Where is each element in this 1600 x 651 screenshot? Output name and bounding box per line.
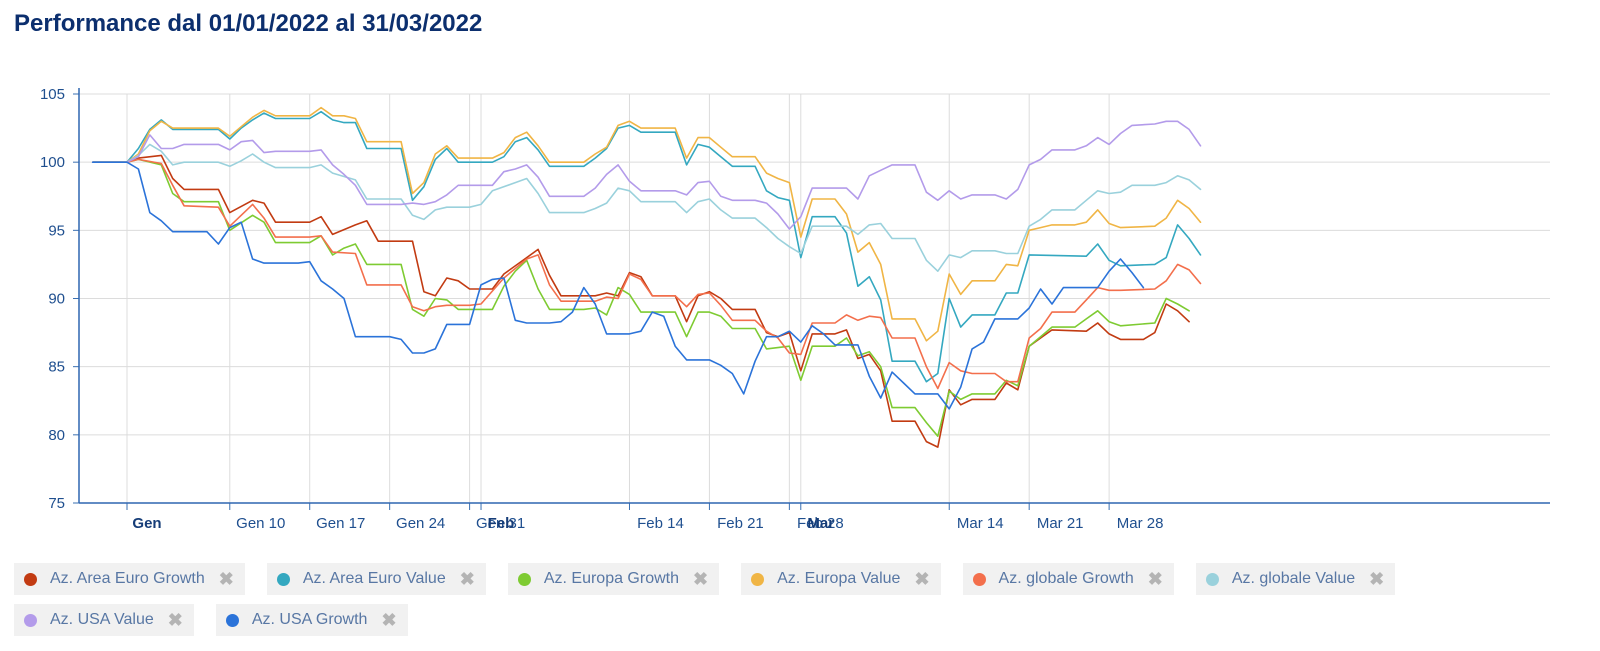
series-line-az-area-euro-value [91, 110, 1202, 383]
remove-series-icon[interactable]: ✖ [1147, 569, 1163, 589]
page-title: Performance dal 01/01/2022 al 31/03/2022 [14, 10, 483, 37]
x-tick-label: Gen 10 [236, 515, 285, 532]
remove-series-icon[interactable]: ✖ [218, 569, 234, 589]
series-line-az-europa-value [91, 106, 1202, 342]
label-layer: 75 80 85 90 95 100 105 Gen Gen 10 Gen 17 Gen 24 Gen… [40, 86, 1163, 532]
y-tick-label: 100 [40, 154, 65, 171]
legend-color-dot [24, 572, 37, 586]
x-tick-label: Gen [132, 515, 161, 532]
legend-color-dot [225, 613, 239, 627]
legend-label: Az. globale Value [1231, 570, 1356, 587]
legend-label: Az. Europa Value [777, 570, 901, 587]
legend-item-az-area-euro-value[interactable]: Az. Area Euro Value ✖ [266, 563, 486, 595]
series-line-az-globale-value [91, 143, 1202, 273]
legend-item-az-area-euro-growth[interactable]: Az. Area Euro Growth ✖ [14, 563, 245, 595]
remove-series-icon[interactable]: ✖ [1369, 569, 1385, 589]
x-tick-label: Mar 14 [957, 515, 1004, 532]
y-tick-label: 85 [48, 359, 65, 376]
y-tick-label: 90 [48, 291, 65, 308]
series-line-az-globale-growth [91, 158, 1202, 390]
performance-line-chart: 75 80 85 90 95 100 105 Gen Gen 10 Gen 17 Gen 24 Gen… [40, 86, 1550, 532]
x-tick-label: Feb 14 [637, 515, 684, 532]
legend-item-az-globale-value[interactable]: Az. globale Value ✖ [1195, 563, 1396, 595]
legend-item-az-usa-growth[interactable]: Az. USA Growth ✖ [215, 604, 408, 636]
legend-color-dot [24, 613, 37, 627]
remove-series-icon[interactable]: ✖ [914, 569, 930, 589]
grid-layer [79, 93, 1550, 504]
x-tick-label: Gen 31 [476, 515, 525, 532]
remove-series-icon[interactable]: ✖ [167, 610, 183, 630]
series-line-az-area-euro-growth [91, 154, 1190, 448]
x-tick-label: Mar 28 [1117, 515, 1164, 532]
legend-label: Az. globale Growth [998, 570, 1134, 587]
y-tick-label: 95 [48, 222, 65, 239]
legend-color-dot [1205, 572, 1219, 586]
axis-layer [73, 88, 1550, 510]
legend-row: Az. USA Value ✖ Az. USA Growth ✖ [14, 604, 1574, 636]
x-tick-label: Feb [488, 515, 515, 532]
remove-series-icon[interactable]: ✖ [381, 610, 397, 630]
legend-item-az-globale-growth[interactable]: Az. globale Growth ✖ [962, 563, 1174, 595]
chart-legend: Az. Area Euro Growth ✖ Az. Area Euro Value… [14, 563, 1574, 645]
legend-label: Az. Area Euro Growth [50, 570, 205, 587]
legend-row: Az. Area Euro Growth ✖ Az. Area Euro Value… [14, 563, 1574, 595]
series-layer [91, 106, 1202, 448]
legend-label: Az. USA Value [50, 611, 154, 628]
legend-color-dot [517, 572, 531, 586]
remove-series-icon[interactable]: ✖ [459, 569, 475, 589]
y-tick-label: 105 [40, 86, 65, 103]
legend-label: Az. Europa Growth [543, 570, 679, 587]
series-line-az-usa-value [91, 120, 1202, 230]
y-tick-label: 75 [48, 495, 65, 512]
remove-series-icon[interactable]: ✖ [693, 569, 709, 589]
legend-label: Az. Area Euro Value [302, 570, 446, 587]
legend-item-az-europa-growth[interactable]: Az. Europa Growth ✖ [507, 563, 720, 595]
legend-label: Az. USA Growth [251, 611, 368, 628]
legend-item-az-europa-value[interactable]: Az. Europa Value ✖ [741, 563, 941, 595]
legend-color-dot [972, 572, 986, 586]
x-tick-label: Feb 28 [797, 515, 844, 532]
series-line-az-usa-growth [91, 161, 1145, 410]
legend-color-dot [276, 572, 290, 586]
legend-color-dot [751, 572, 765, 586]
x-tick-label: Feb 21 [717, 515, 764, 532]
y-tick-label: 80 [48, 427, 65, 444]
x-tick-label: Mar 21 [1037, 515, 1084, 532]
x-tick-label: Mar [807, 515, 834, 532]
legend-item-az-usa-value[interactable]: Az. USA Value ✖ [14, 604, 194, 636]
x-tick-label: Gen 24 [396, 515, 445, 532]
x-tick-label: Gen 17 [316, 515, 365, 532]
